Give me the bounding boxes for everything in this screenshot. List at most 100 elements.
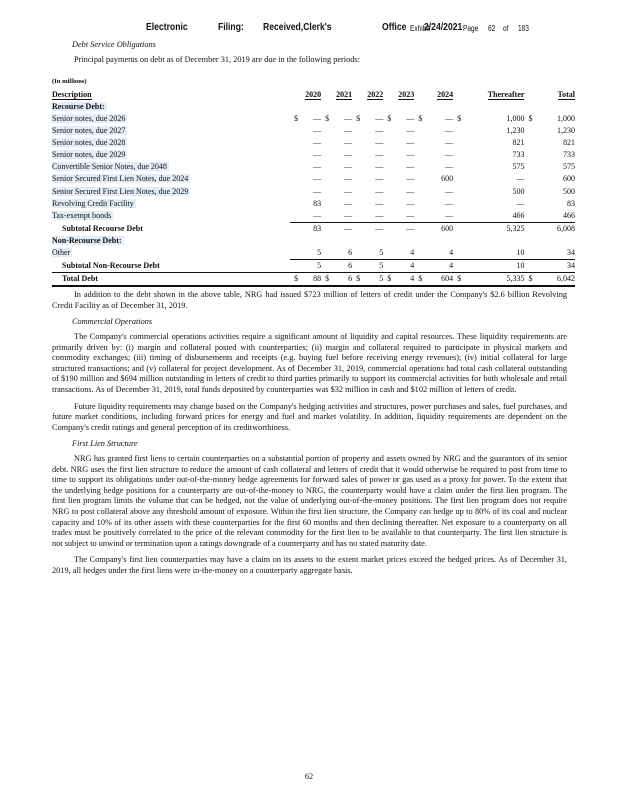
value: 83: [313, 198, 322, 208]
header-text: 183: [518, 24, 529, 33]
value-cell: 500: [524, 186, 575, 198]
value-cell: —: [414, 198, 453, 210]
value-cell: —: [321, 173, 352, 185]
currency-sign: $: [325, 274, 330, 284]
value: 4: [449, 261, 454, 271]
value-cell: 6: [321, 259, 353, 273]
value: 821: [512, 138, 525, 148]
value-cell: $1,000: [524, 113, 575, 125]
value-cell: —: [383, 198, 414, 210]
value: —: [344, 186, 353, 196]
row-label-cell: Non-Recourse Debt:: [52, 235, 290, 247]
value: —: [445, 210, 454, 220]
value-cell: —: [352, 186, 383, 198]
value: —: [344, 126, 353, 136]
row-label-cell: Senior Secured First Lien Notes, due 202…: [52, 186, 290, 198]
value-cell: —: [352, 149, 383, 161]
table-row: Other 5 6 5 4 4 10 34: [52, 247, 575, 260]
row-label-cell: Senior notes, due 2028: [52, 137, 290, 149]
value: —: [313, 126, 322, 136]
value-cell: 1,230: [453, 125, 524, 137]
value-cell: 733: [453, 149, 524, 161]
value: —: [313, 210, 322, 220]
row-label: Senior Secured First Lien Notes, due 202…: [52, 186, 191, 196]
value-cell: $ —: [321, 113, 352, 125]
value-cell: —: [321, 221, 353, 235]
currency-sign: $: [528, 113, 533, 123]
value: 466: [563, 210, 575, 220]
page-body: Debt Service Obligations Principal paymen…: [52, 40, 575, 583]
currency-sign: $: [387, 113, 392, 123]
table-unit: (In millions): [52, 78, 87, 86]
currency-sign: $: [457, 113, 462, 123]
value: —: [406, 138, 415, 148]
row-label: Senior notes, due 2027: [52, 126, 128, 136]
row-label: Non-Recourse Debt:: [52, 235, 124, 245]
table-row: Total Debt $88 $6 $5 $4 $604 $5,335 $6,042: [52, 272, 575, 288]
value: —: [516, 198, 525, 208]
paragraph: The Company's first lien counterparties …: [52, 555, 567, 575]
value: —: [313, 113, 322, 123]
table-row: Subtotal Non-Recourse Debt 5 6 5 4 4 10 34: [52, 259, 575, 273]
paragraph: Future liquidity requirements may change…: [52, 401, 567, 432]
paragraph: NRG has granted first liens to certain c…: [52, 454, 567, 548]
column-header: 2024: [414, 89, 454, 101]
header-text: Filing:: [218, 21, 244, 33]
section-heading: First Lien Structure: [72, 439, 138, 449]
value-cell: $ —: [290, 113, 321, 125]
value-cell: 600: [414, 221, 454, 235]
value-cell: 5: [290, 259, 322, 273]
value: —: [445, 138, 454, 148]
value: —: [406, 162, 415, 172]
currency-sign: $: [325, 113, 330, 123]
value: —: [445, 126, 454, 136]
value: —: [406, 150, 415, 160]
value-cell: 821: [524, 137, 575, 149]
value-cell: 1,230: [524, 125, 575, 137]
value: —: [406, 113, 415, 123]
value: 5: [379, 261, 384, 271]
currency-sign: $: [294, 113, 298, 123]
value: 1,000: [506, 113, 525, 123]
table-row: Senior notes, due 2027 — — — — — 1,230 1,230: [52, 125, 575, 137]
column-header: Thereafter: [453, 89, 525, 101]
value-cell: —: [290, 186, 321, 198]
table-row: Senior Secured First Lien Notes, due 202…: [52, 186, 575, 198]
value: —: [344, 113, 353, 123]
empty-cell: [290, 235, 575, 247]
header-row: Description 2020 2021 2022 2023 2024 Thereafte…: [52, 89, 575, 101]
value-cell: —: [383, 137, 414, 149]
value-cell: —: [321, 149, 352, 161]
row-label: Senior Secured First Lien Notes, due 202…: [52, 174, 191, 184]
currency-sign: $: [387, 274, 392, 284]
table-row: Senior notes, due 2028 — — — — — 821 821: [52, 137, 575, 149]
currency-sign: $: [528, 274, 533, 284]
column-label: 2022: [367, 89, 384, 100]
value: 6: [348, 261, 353, 271]
value-cell: $ —: [352, 113, 383, 125]
value: 6,008: [557, 223, 575, 233]
value: —: [406, 174, 415, 184]
row-label-cell: Senior notes, due 2029: [52, 149, 290, 161]
value-cell: 600: [414, 173, 453, 185]
value: 83: [567, 198, 575, 208]
value-cell: 83: [524, 198, 575, 210]
row-label: Total Debt: [62, 274, 98, 284]
value-cell: $6: [321, 272, 353, 288]
column-header: Description: [52, 89, 290, 101]
value: —: [313, 150, 322, 160]
row-label: Subtotal Recourse Debt: [62, 223, 143, 233]
value-cell: —: [290, 210, 321, 223]
value: —: [313, 186, 322, 196]
header-text: 2/24/2021: [424, 21, 463, 33]
value-cell: 10: [453, 259, 525, 273]
value: 5,325: [506, 223, 525, 233]
value-cell: —: [352, 161, 383, 173]
value: 34: [567, 261, 575, 271]
value-cell: —: [321, 125, 352, 137]
value-cell: 5: [290, 247, 321, 260]
table-row: Tax-exempt bonds — — — — — 466 466: [52, 210, 575, 223]
value-cell: 83: [290, 221, 322, 235]
value: 500: [512, 186, 525, 196]
